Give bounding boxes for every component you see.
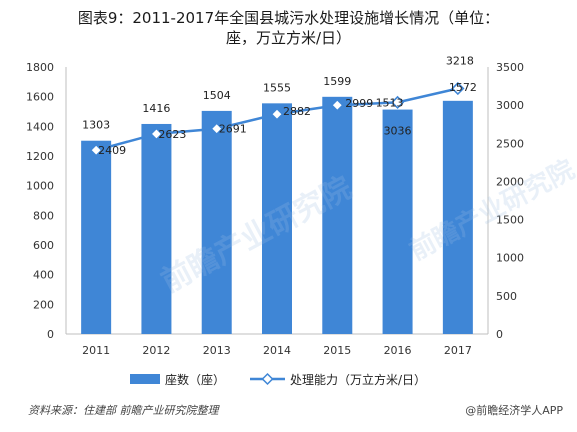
y-tick-label-left: 0 bbox=[47, 328, 54, 341]
line-marker bbox=[330, 98, 344, 112]
y-tick-label-left: 400 bbox=[33, 269, 54, 282]
line-data-label: 2691 bbox=[219, 123, 247, 136]
bar-data-label: 1599 bbox=[323, 75, 351, 88]
bar bbox=[322, 96, 353, 334]
line-data-label: 2623 bbox=[158, 128, 186, 141]
x-tick-label: 2013 bbox=[203, 344, 231, 357]
bar-data-label: 1303 bbox=[82, 119, 110, 132]
y-tick-label-right: 2000 bbox=[496, 175, 524, 188]
line-data-label: 2882 bbox=[283, 105, 311, 118]
chart-title-line2: 座，万立方米/日） bbox=[225, 29, 352, 47]
bar-data-label: 1572 bbox=[449, 81, 477, 94]
y-tick-label-right: 3000 bbox=[496, 99, 524, 112]
y-tick-label-left: 1000 bbox=[26, 180, 54, 193]
y-tick-label-left: 1600 bbox=[26, 91, 54, 104]
y-tick-label-right: 0 bbox=[496, 328, 503, 341]
y-tick-label-left: 1800 bbox=[26, 61, 54, 74]
x-tick-label: 2017 bbox=[444, 344, 472, 357]
x-tick-label: 2011 bbox=[82, 344, 110, 357]
y-tick-label-right: 3500 bbox=[496, 61, 524, 74]
y-tick-label-left: 1400 bbox=[26, 120, 54, 133]
chart-title: 图表9：2011-2017年全国县城污水处理设施增长情况（单位： 座，万立方米/… bbox=[0, 8, 577, 48]
line-marker bbox=[149, 127, 164, 141]
line-marker bbox=[89, 143, 103, 157]
bar bbox=[201, 110, 232, 334]
source-note: 资料来源：住建部 前瞻产业研究院整理 bbox=[28, 404, 219, 417]
line-data-label: 2409 bbox=[98, 144, 126, 157]
x-tick-label: 2012 bbox=[142, 344, 170, 357]
line-data-label: 3218 bbox=[446, 55, 474, 68]
bar bbox=[81, 140, 112, 334]
line-data-label: 2999 bbox=[345, 97, 373, 110]
x-tick-label: 2015 bbox=[323, 344, 351, 357]
y-tick-label-left: 1200 bbox=[26, 150, 54, 163]
y-tick-label-right: 2500 bbox=[496, 137, 524, 150]
legend-label-bar: 座数（座） bbox=[165, 372, 225, 387]
y-tick-label-left: 600 bbox=[33, 239, 54, 252]
line-marker bbox=[210, 122, 224, 136]
line-marker bbox=[451, 81, 465, 96]
bar bbox=[262, 103, 292, 334]
line-data-label: 3036 bbox=[384, 124, 412, 137]
bar-data-label: 1416 bbox=[142, 102, 170, 115]
y-tick-label-right: 500 bbox=[496, 290, 517, 303]
brand-credit: @前瞻经济学人APP bbox=[465, 404, 563, 417]
y-tick-label-right: 1000 bbox=[496, 252, 524, 265]
y-tick-label-left: 200 bbox=[33, 298, 54, 311]
bar-data-label: 1555 bbox=[263, 81, 291, 94]
bar bbox=[442, 100, 473, 334]
x-tick-label: 2016 bbox=[384, 344, 412, 357]
y-tick-label-right: 1500 bbox=[496, 214, 524, 227]
legend-swatch-bar bbox=[130, 374, 160, 384]
bar-data-label: 1513 bbox=[376, 97, 404, 110]
legend-marker-line bbox=[261, 372, 274, 386]
line-marker bbox=[270, 107, 284, 121]
chart-title-line1: 图表9：2011-2017年全国县城污水处理设施增长情况（单位： bbox=[77, 9, 500, 27]
line-marker bbox=[390, 95, 405, 110]
bar-data-label: 1504 bbox=[203, 89, 231, 102]
legend-label-line: 处理能力（万立方米/日） bbox=[290, 372, 426, 387]
y-tick-label-left: 800 bbox=[33, 209, 54, 222]
x-tick-label: 2014 bbox=[263, 344, 291, 357]
bar bbox=[141, 123, 172, 335]
bar bbox=[382, 109, 413, 335]
